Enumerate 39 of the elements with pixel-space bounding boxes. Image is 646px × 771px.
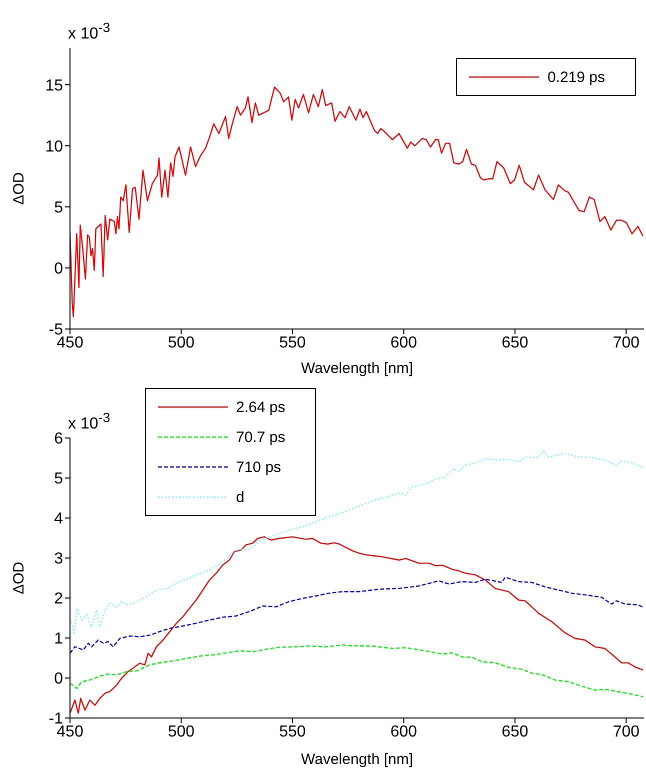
line-series [70, 644, 644, 698]
legend-label: 70.7 ps [236, 428, 286, 446]
legend-label: 710 ps [236, 458, 282, 476]
x-tick-label: 700 [612, 334, 640, 352]
y-tick-label: 5 [54, 470, 64, 488]
y-tick-label: 0 [54, 670, 64, 688]
line-series [70, 536, 644, 714]
y-tick-label: 5 [54, 200, 64, 217]
y-tick-label: 4 [54, 510, 64, 528]
y-tick-label: 6 [54, 430, 64, 448]
x-tick-label: 550 [279, 723, 306, 740]
x-tick-label: 600 [390, 723, 418, 740]
legend-label: 2.64 ps [236, 398, 286, 416]
x-tick-label: 500 [168, 334, 195, 352]
x-tick-label: 700 [612, 723, 640, 740]
y-tick-label: 10 [45, 138, 64, 156]
y-tick-label: 1 [54, 630, 64, 648]
text: x 10$^{-3}$ [68, 20, 110, 44]
x-tick-label: 550 [279, 334, 306, 352]
y-tick-label: 0 [54, 260, 64, 278]
legend-label: d [236, 488, 244, 506]
y-tick-label: 3 [54, 550, 64, 568]
x-tick-label: 650 [502, 723, 528, 740]
x-tick-label: 650 [502, 334, 528, 352]
line-series [70, 86, 644, 318]
legend-label: 0.219 ps [547, 68, 605, 86]
y-axis-title: ΔOD [10, 172, 28, 205]
x-tick-label: 500 [168, 723, 195, 740]
y-tick-label: 15 [45, 77, 64, 94]
y-tick-label: 2 [54, 590, 64, 608]
x-tick-label: 450 [56, 334, 84, 352]
x-tick-label: 600 [390, 334, 418, 352]
line-series [70, 576, 644, 654]
x-axis-title: Wavelength [nm] [301, 751, 413, 768]
x-axis-title: Wavelength [nm] [301, 360, 413, 377]
x-tick-label: 450 [56, 723, 84, 740]
text: x 10$^{-3}$ [68, 410, 110, 434]
y-axis-title: ΔOD [10, 562, 28, 594]
line-series [70, 450, 644, 634]
